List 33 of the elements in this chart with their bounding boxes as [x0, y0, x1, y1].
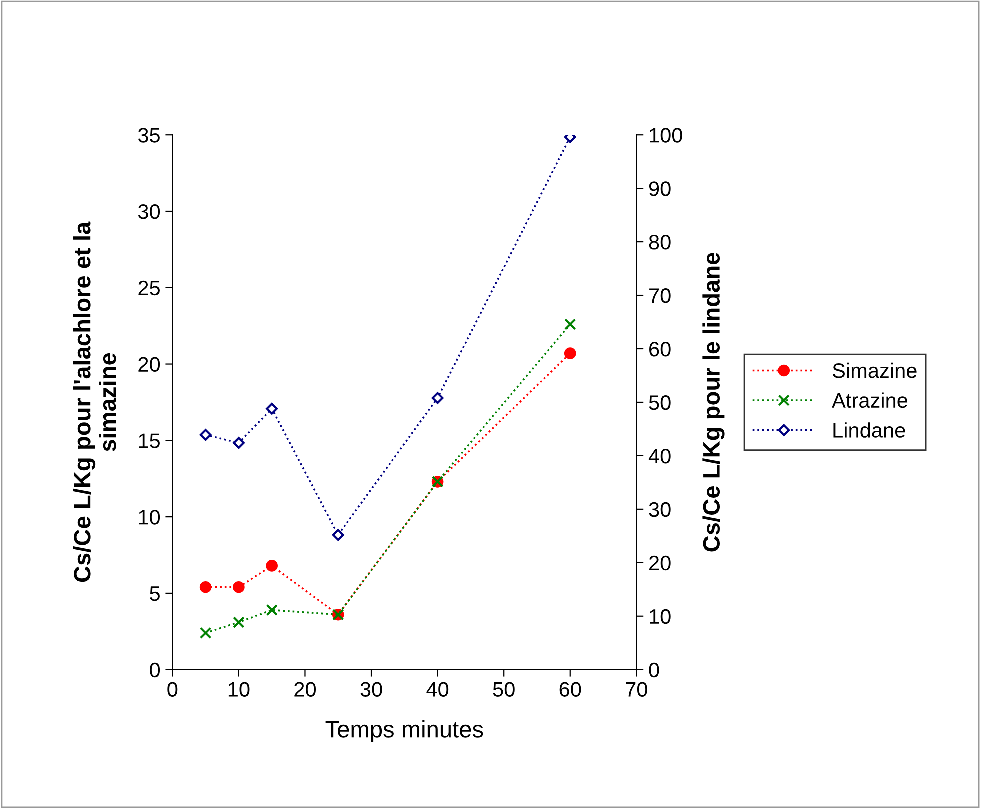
x-tick-label: 0	[168, 682, 178, 697]
y2-tick-label: 40	[648, 448, 671, 464]
legend-label: Atrazine	[832, 392, 908, 408]
y2-axis-title: Cs/Ce L/Kg pour le lindane	[702, 253, 725, 552]
y2-tick-label: 10	[650, 609, 671, 624]
y-tick-label: 20	[138, 357, 160, 372]
y-tick-label: 5	[150, 586, 160, 602]
y2-tick-label: 20	[650, 556, 671, 571]
y2-tick-label: 50	[649, 395, 671, 410]
y-axis-title: Cs/Ce L/Kg pour l'alachlore et la simazine	[73, 222, 116, 582]
y2-tick-label: 100	[650, 128, 682, 143]
y-tick-label: 25	[138, 280, 160, 296]
y-tick-label: 30	[138, 204, 160, 220]
y2-tick-label: 90	[649, 182, 671, 196]
x-tick-label: 50	[493, 682, 515, 697]
x-tick-label: 60	[560, 682, 582, 697]
x-tick-label: 30	[360, 682, 382, 697]
x-tick-label: 70	[626, 682, 648, 697]
x-tick-label: 40	[426, 682, 449, 697]
y2-tick-label: 70	[650, 288, 671, 304]
legend-label: Simazine	[832, 362, 917, 378]
y-tick-label: 0	[150, 662, 160, 678]
y2-tick-label: 0	[649, 662, 660, 678]
y2-tick-label: 30	[649, 502, 671, 518]
legend-label: Lindane	[834, 422, 906, 438]
y-tick-label: 15	[139, 434, 160, 448]
y2-tick-label: 60	[650, 342, 671, 357]
y-tick-label: 35	[138, 128, 160, 143]
x-axis-title: Temps minutes	[326, 720, 484, 743]
y-tick-label: 10	[139, 510, 160, 525]
x-tick-label: 10	[228, 682, 250, 697]
x-tick-label: 20	[294, 682, 316, 697]
y2-tick-label: 80	[649, 235, 671, 250]
